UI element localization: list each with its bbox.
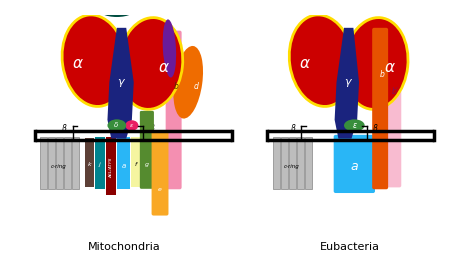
Text: b': b' [392,87,399,96]
FancyBboxPatch shape [297,137,304,189]
Text: α: α [73,56,82,71]
FancyBboxPatch shape [385,31,401,187]
Ellipse shape [289,15,354,106]
Text: c-ring: c-ring [283,164,299,169]
Text: β: β [61,124,66,133]
Ellipse shape [137,0,153,9]
Text: α: α [384,60,394,75]
Text: β: β [372,124,377,133]
FancyBboxPatch shape [334,135,375,193]
FancyBboxPatch shape [117,137,130,189]
FancyBboxPatch shape [152,131,168,216]
Text: j: j [99,162,101,167]
Ellipse shape [344,119,365,132]
Text: ε: ε [130,123,134,128]
FancyBboxPatch shape [281,137,288,189]
FancyBboxPatch shape [48,137,55,189]
Text: δ: δ [114,122,118,128]
Polygon shape [108,28,134,139]
Text: b: b [173,81,178,90]
FancyBboxPatch shape [305,137,312,189]
FancyBboxPatch shape [64,137,71,189]
Text: β: β [291,124,295,133]
FancyBboxPatch shape [56,137,64,189]
FancyBboxPatch shape [40,137,47,189]
Text: b: b [380,70,385,79]
Text: Eubacteria: Eubacteria [319,242,380,253]
Text: A6L/ATP8: A6L/ATP8 [109,157,113,178]
Ellipse shape [163,19,176,78]
FancyBboxPatch shape [372,28,388,189]
Ellipse shape [369,0,405,14]
Text: Mitochondria: Mitochondria [88,242,161,253]
Text: f: f [135,162,137,167]
FancyBboxPatch shape [106,137,116,195]
FancyBboxPatch shape [131,137,140,187]
FancyBboxPatch shape [140,111,154,189]
Ellipse shape [125,120,138,130]
Text: α: α [159,60,169,75]
Text: γ: γ [345,77,351,87]
Text: a: a [351,160,358,173]
FancyBboxPatch shape [72,137,79,189]
FancyBboxPatch shape [85,138,94,187]
Text: OSCP: OSCP [104,4,126,10]
Ellipse shape [344,18,408,109]
Ellipse shape [62,15,127,106]
Polygon shape [335,28,359,139]
FancyBboxPatch shape [95,137,105,189]
Text: e: e [158,187,162,192]
FancyBboxPatch shape [165,31,182,189]
Text: γ: γ [117,77,124,87]
Text: d: d [193,81,198,90]
FancyBboxPatch shape [273,137,280,189]
Text: F₆: F₆ [142,0,148,4]
Text: k: k [88,162,91,167]
Text: β: β [149,124,154,133]
Ellipse shape [118,18,183,109]
Text: a: a [121,163,126,169]
Text: δ: δ [383,0,388,9]
Ellipse shape [173,46,203,119]
Text: α: α [300,56,310,71]
Text: g: g [145,162,149,167]
Text: ε: ε [352,121,356,130]
Ellipse shape [96,0,137,17]
Text: c-ring: c-ring [51,164,66,169]
FancyBboxPatch shape [289,137,296,189]
Ellipse shape [108,119,126,132]
